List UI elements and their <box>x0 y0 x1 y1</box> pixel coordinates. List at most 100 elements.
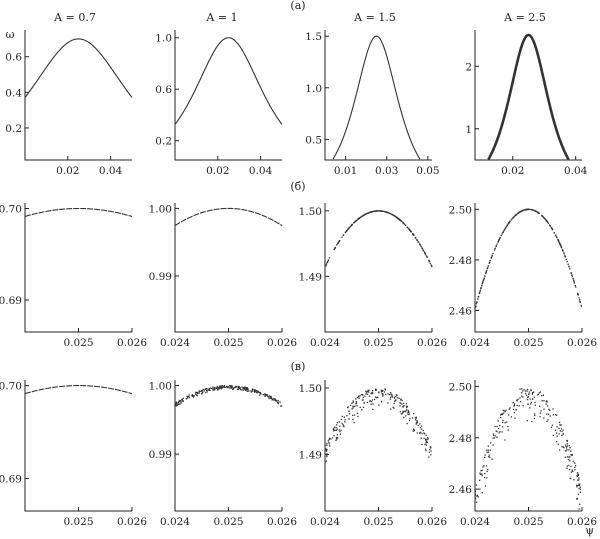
data-point <box>482 280 484 282</box>
data-point <box>275 399 277 402</box>
data-point <box>335 424 338 426</box>
panel-2-3: 0.024 0.025 0.026 1.49 1.50 <box>299 203 447 349</box>
data-point <box>265 394 268 396</box>
data-point <box>391 394 393 396</box>
data-point <box>383 391 386 393</box>
y-tick-label: 0.6 <box>5 52 22 64</box>
data-point <box>570 465 572 468</box>
data-point <box>499 237 501 240</box>
data-point <box>349 226 351 228</box>
data-point <box>337 242 339 244</box>
data-point <box>430 454 432 456</box>
data-point <box>424 438 427 440</box>
data-point <box>543 417 545 419</box>
data-point <box>363 402 365 404</box>
data-point <box>559 244 562 247</box>
data-point <box>526 388 529 391</box>
data-point <box>503 412 505 414</box>
data-point <box>338 240 341 242</box>
data-point <box>400 398 402 400</box>
data-point <box>506 225 508 227</box>
data-point <box>527 396 529 399</box>
data-point <box>526 398 529 401</box>
data-point <box>513 403 516 405</box>
data-point <box>541 394 543 397</box>
data-point <box>572 279 575 281</box>
data-point <box>571 454 573 456</box>
x-tick-label: 0.03 <box>375 165 398 177</box>
data-point <box>402 222 404 224</box>
data-point <box>374 389 377 391</box>
data-point <box>365 390 367 393</box>
data-point <box>502 419 504 422</box>
data-point <box>484 275 486 277</box>
data-point <box>529 208 531 211</box>
data-point <box>377 396 379 399</box>
data-point <box>406 405 409 408</box>
data-point <box>393 407 395 409</box>
data-point <box>328 443 331 445</box>
data-point <box>236 388 239 391</box>
data-point <box>245 389 247 391</box>
data-point <box>194 392 197 394</box>
data-point <box>525 392 527 395</box>
data-point <box>382 389 384 392</box>
data-point <box>483 465 485 467</box>
data-point <box>575 484 578 487</box>
data-point <box>415 416 417 418</box>
data-point <box>474 494 477 496</box>
data-point <box>407 410 410 412</box>
data-point <box>499 237 501 239</box>
data-point <box>479 488 481 490</box>
data-point <box>544 218 546 220</box>
data-point <box>373 398 376 401</box>
data-point <box>562 429 564 431</box>
data-point <box>251 390 253 392</box>
data-point <box>366 401 369 404</box>
data-point <box>481 282 484 284</box>
data-point <box>427 438 429 440</box>
data-point <box>577 479 579 481</box>
data-point <box>271 397 273 400</box>
data-point <box>570 477 572 480</box>
data-point <box>530 389 532 392</box>
data-point <box>182 397 185 399</box>
data-point <box>518 211 520 214</box>
data-point <box>229 384 231 387</box>
data-point <box>550 226 552 229</box>
data-point <box>233 387 236 389</box>
data-point <box>366 393 369 396</box>
axis-frame <box>24 30 132 161</box>
data-point <box>475 501 478 503</box>
data-point <box>558 449 561 451</box>
axis-frame <box>324 203 432 333</box>
y-tick-label: 1.50 <box>299 206 322 218</box>
data-point <box>178 400 180 403</box>
data-point <box>545 400 547 403</box>
data-point <box>488 454 491 456</box>
data-point <box>548 408 550 410</box>
data-point <box>499 424 501 427</box>
data-point <box>270 395 272 398</box>
data-point <box>201 390 203 392</box>
data-point <box>324 444 326 447</box>
data-point <box>556 236 558 239</box>
data-point <box>419 423 421 425</box>
data-point <box>393 402 395 404</box>
data-point <box>566 445 569 447</box>
data-point <box>513 405 515 407</box>
y-tick-label: 0.2 <box>5 123 22 135</box>
data-point <box>226 385 228 388</box>
data-point <box>388 212 390 214</box>
data-point <box>492 252 494 255</box>
data-point <box>351 223 353 226</box>
data-point <box>254 389 256 391</box>
data-point <box>324 461 326 463</box>
x-tick-label: 0.024 <box>310 337 340 349</box>
data-point <box>501 233 503 235</box>
data-point <box>357 415 359 418</box>
data-point <box>245 386 247 389</box>
data-point <box>505 226 507 229</box>
data-point <box>474 306 477 308</box>
